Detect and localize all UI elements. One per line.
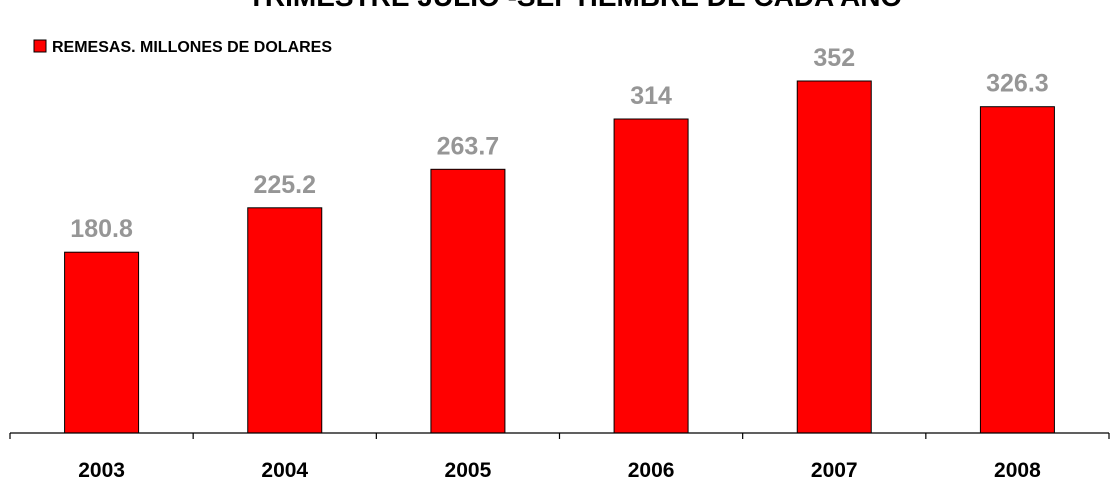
category-label-2006: 2006 [628, 459, 675, 482]
bar-2006 [613, 118, 689, 434]
bar-2007 [796, 80, 872, 434]
legend: REMESAS. MILLONES DE DOLARES [33, 39, 332, 56]
bar-2004 [247, 207, 323, 434]
category-label-2004: 2004 [261, 459, 308, 482]
value-label-2005: 263.7 [437, 132, 500, 160]
value-label-2007: 352 [813, 44, 855, 72]
category-label-2003: 2003 [78, 459, 125, 482]
bar-2005 [430, 168, 506, 434]
value-label-2006: 314 [630, 82, 672, 110]
category-label-2005: 2005 [445, 459, 492, 482]
category-labels-group: 2003 2004 2005 2006 2007 2008 [78, 459, 1041, 482]
value-label-2003: 180.8 [70, 215, 133, 243]
x-axis-ticks [9, 433, 1110, 439]
bars-group [64, 80, 1055, 434]
bar-2003 [64, 251, 140, 434]
value-label-2004: 225.2 [253, 171, 316, 199]
chart-title: TRIMESTRE JULIO -SEPTIEMBRE DE CADA AÑO [248, 0, 902, 12]
category-label-2008: 2008 [994, 459, 1041, 482]
category-label-2007: 2007 [811, 459, 858, 482]
bar-2008 [979, 106, 1055, 434]
value-label-2008: 326.3 [986, 70, 1049, 98]
value-labels-group: 180.8 225.2 263.7 314 352 326.3 [70, 44, 1048, 243]
legend-label: REMESAS. MILLONES DE DOLARES [52, 39, 332, 56]
legend-swatch [33, 39, 47, 53]
